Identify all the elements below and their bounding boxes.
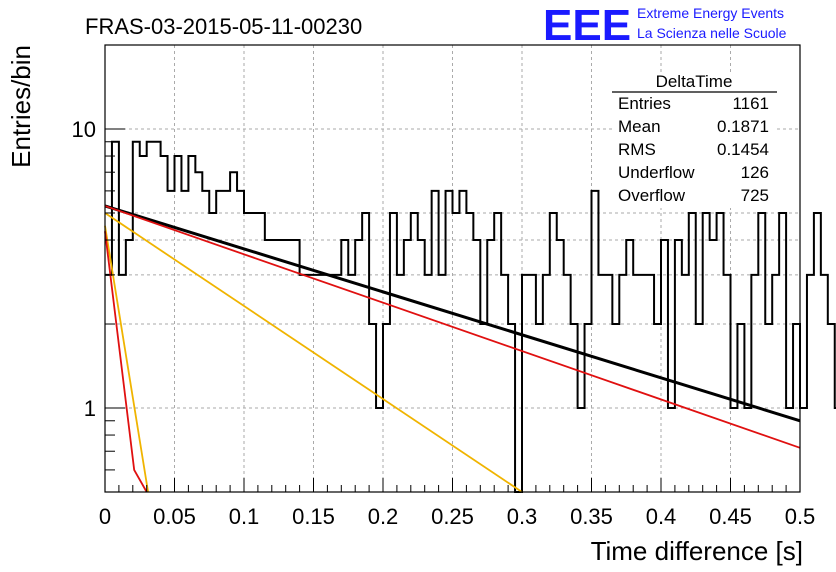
stats-box: DeltaTime Entries 1161 Mean 0.1871 RMS 0.1454… [612,72,777,208]
fit-lines [104,204,801,493]
stats-value: 0.1871 [717,117,769,136]
stats-value: 1161 [732,94,769,113]
x-tick-label: 0 [99,504,111,529]
stats-label: Overflow [618,186,686,205]
histogram-line [105,140,836,493]
fit-line-4 [104,225,149,493]
x-axis-label: Time difference [s] [591,536,803,566]
stats-value: 0.1454 [717,140,769,159]
x-tick-label: 0.25 [431,504,474,529]
run-title: FRAS-03-2015-05-11-00230 [85,14,362,39]
x-tick-label: 0.4 [646,504,677,529]
stats-value: 126 [741,163,769,182]
x-tick-label: 0.3 [507,504,538,529]
brand-line-2: La Scienza nelle Scuole [637,25,787,41]
y-tick-label: 1 [84,396,96,421]
stats-rows: Entries 1161 Mean 0.1871 RMS 0.1454 Underflow 1… [618,94,769,205]
stats-label: RMS [618,140,656,159]
x-tick-label: 0.35 [570,504,613,529]
stats-title: DeltaTime [656,72,733,91]
x-tick-label: 0.45 [709,504,752,529]
stats-label: Underflow [618,163,695,182]
x-tick-label: 0.2 [368,504,399,529]
stats-label: Mean [618,117,661,136]
fit-line-3 [104,212,523,493]
stats-value: 725 [741,186,769,205]
brand-line-1: Extreme Energy Events [637,5,784,21]
x-tick-label: 0.1 [229,504,260,529]
fit-line-5 [104,231,148,493]
x-tick-label: 0.05 [153,504,196,529]
y-tick-label: 10 [72,117,96,142]
fit-line-2 [104,205,801,449]
stats-box-bg [612,74,777,208]
fit-line-1 [104,204,801,423]
x-tick-label: 0.5 [785,504,816,529]
eee-logo: EEE [543,1,631,50]
y-axis-label: Entries/bin [6,45,36,168]
x-tick-label: 0.15 [292,504,335,529]
stats-label: Entries [618,94,671,113]
axes: 0 0.05 0.1 0.15 0.2 0.25 0.3 0.35 0.4 0.45 0.5 1 10 [72,117,816,529]
histogram [105,140,836,493]
